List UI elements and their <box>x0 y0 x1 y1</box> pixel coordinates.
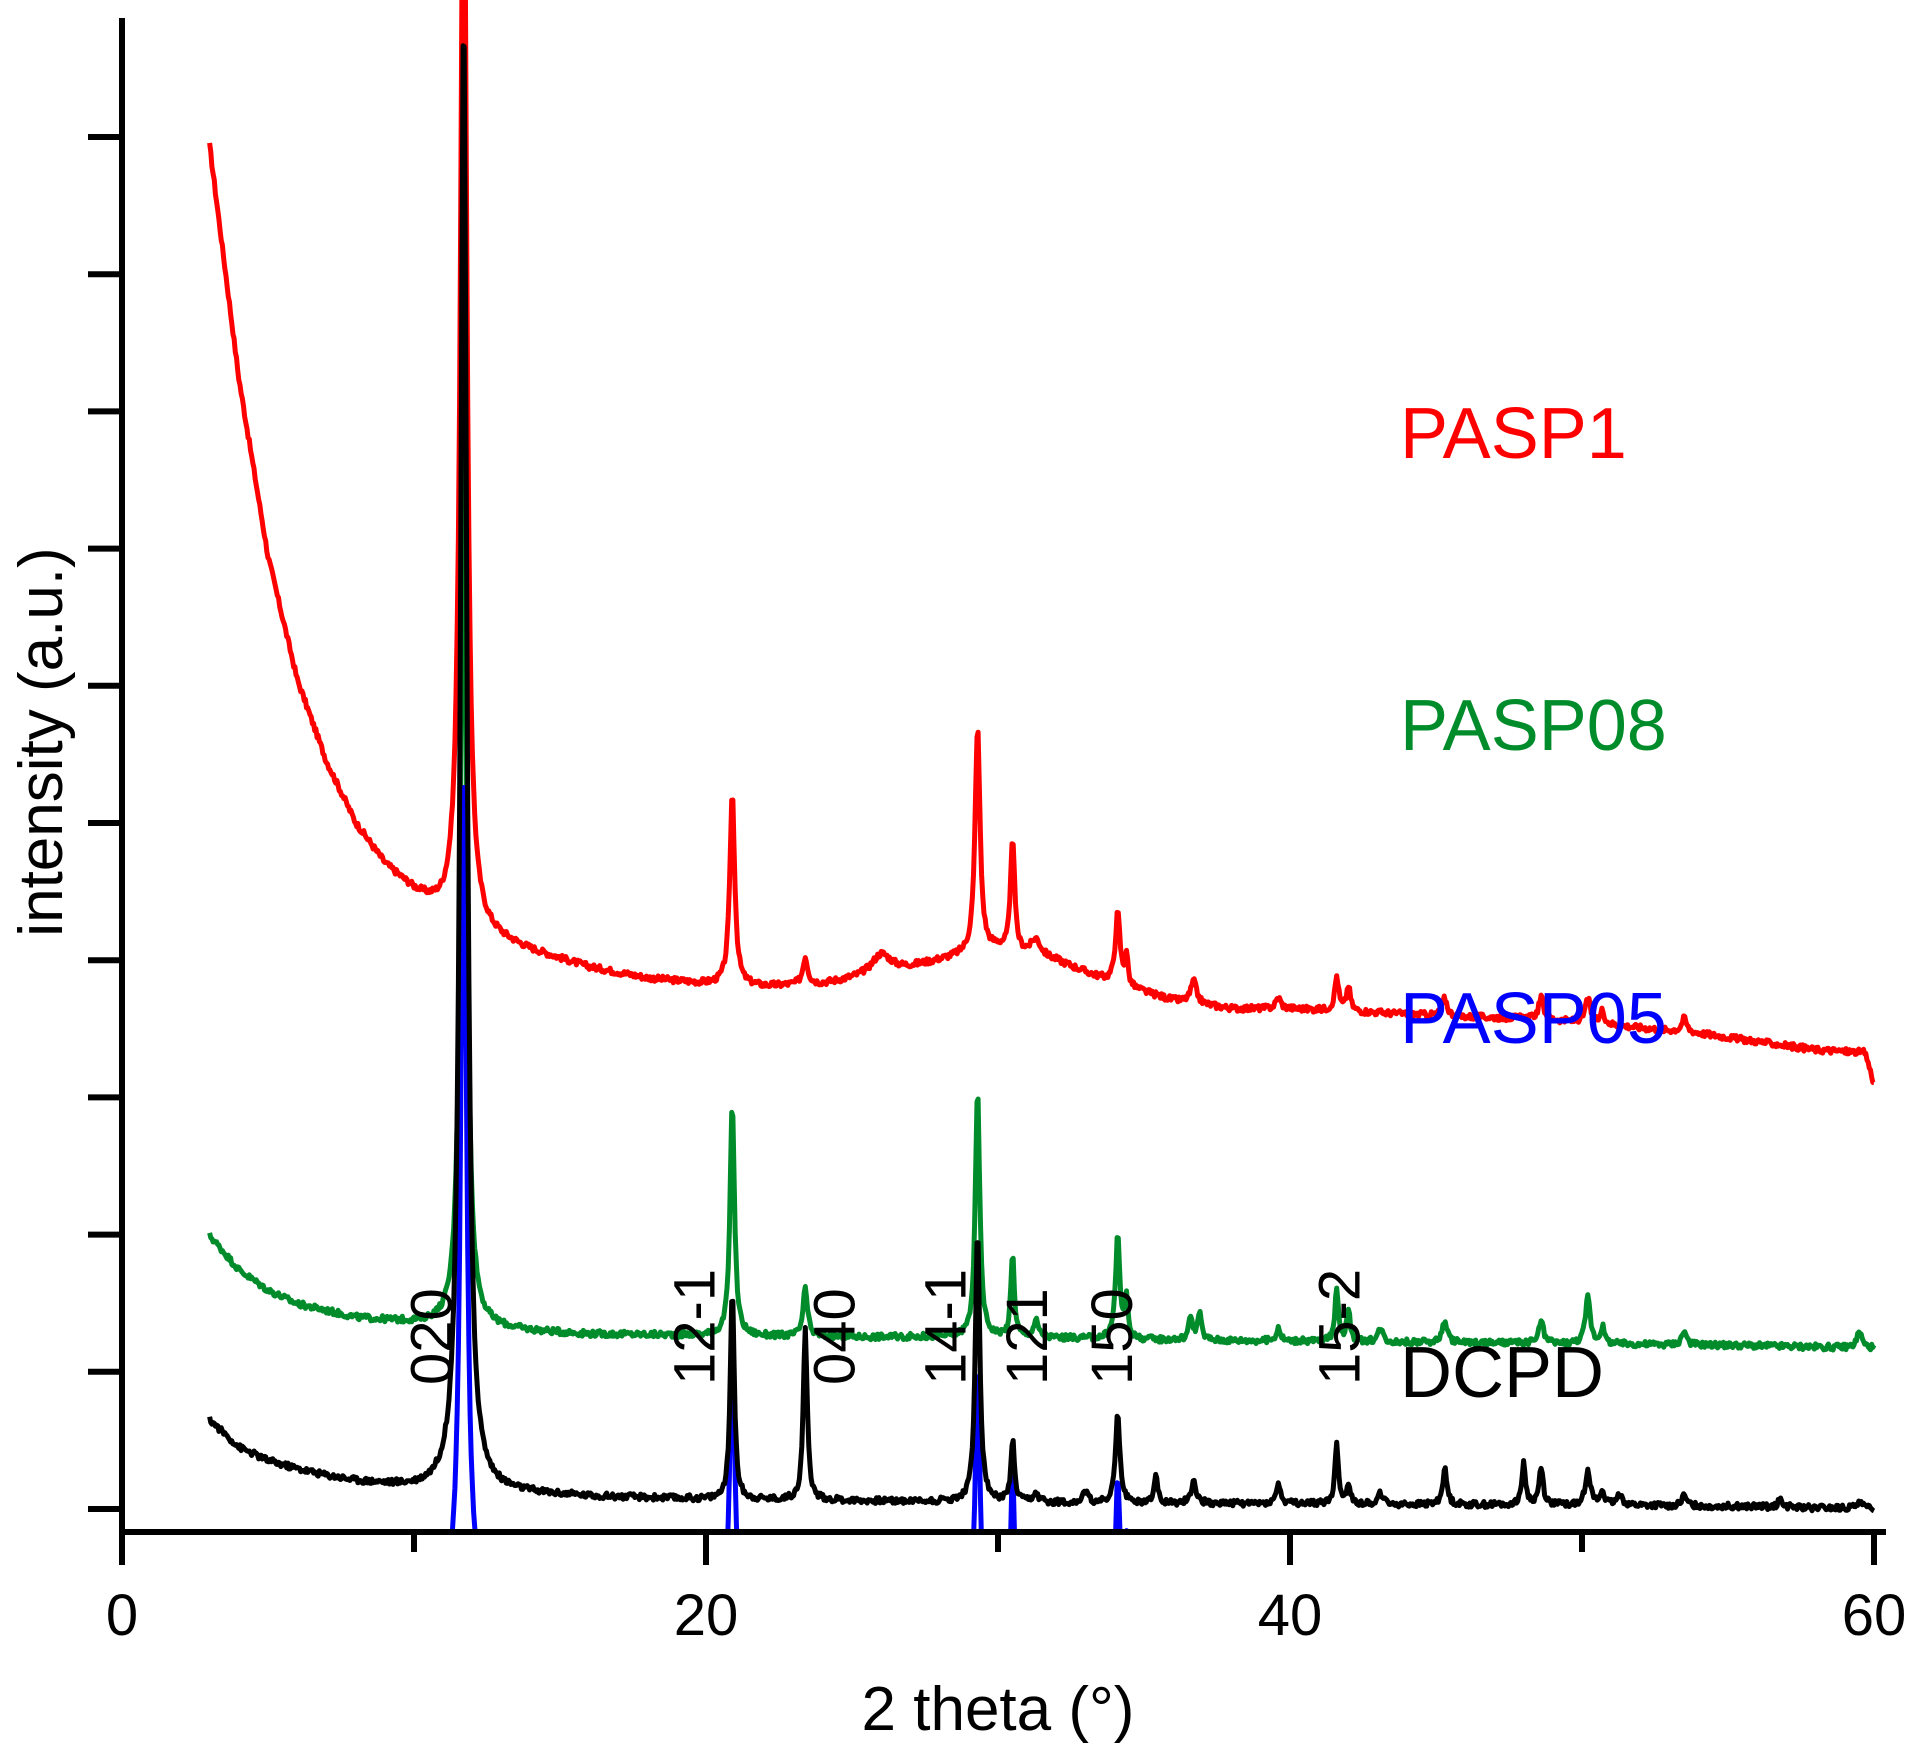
series-line-dcpd <box>207 43 1876 1514</box>
series-label-dcpd: DCPD <box>1400 1333 1604 1413</box>
labels: 0 20 40 602 theta (°)intensity (a.u.)PASP1P… <box>7 394 1906 1744</box>
peak-label-150: 150 <box>1080 1288 1145 1385</box>
series-label-pasp05: PASP05 <box>1400 979 1667 1059</box>
series-layer <box>207 0 1877 1532</box>
x-tick-label: 40 <box>1258 1583 1323 1648</box>
peak-label-020: 020 <box>400 1288 465 1385</box>
x-tick-label: 0 <box>106 1583 138 1648</box>
series-label-pasp1: PASP1 <box>1400 394 1627 474</box>
series-line-pasp1 <box>207 0 1876 1086</box>
peak-label-15-2: 15-2 <box>1308 1269 1373 1385</box>
series-line-pasp08 <box>207 442 1877 1353</box>
peak-label-12-1: 12-1 <box>662 1269 727 1385</box>
peak-label-14-1: 14-1 <box>913 1269 978 1385</box>
peak-label-040: 040 <box>802 1288 867 1385</box>
series-label-pasp08: PASP08 <box>1400 686 1667 766</box>
x-axis-title: 2 theta (°) <box>862 1675 1135 1744</box>
peak-label-121: 121 <box>995 1288 1060 1385</box>
x-tick-label: 60 <box>1842 1583 1907 1648</box>
x-tick-label: 20 <box>674 1583 739 1648</box>
y-axis-title: intensity (a.u.) <box>7 547 76 936</box>
axes <box>88 18 1886 1565</box>
